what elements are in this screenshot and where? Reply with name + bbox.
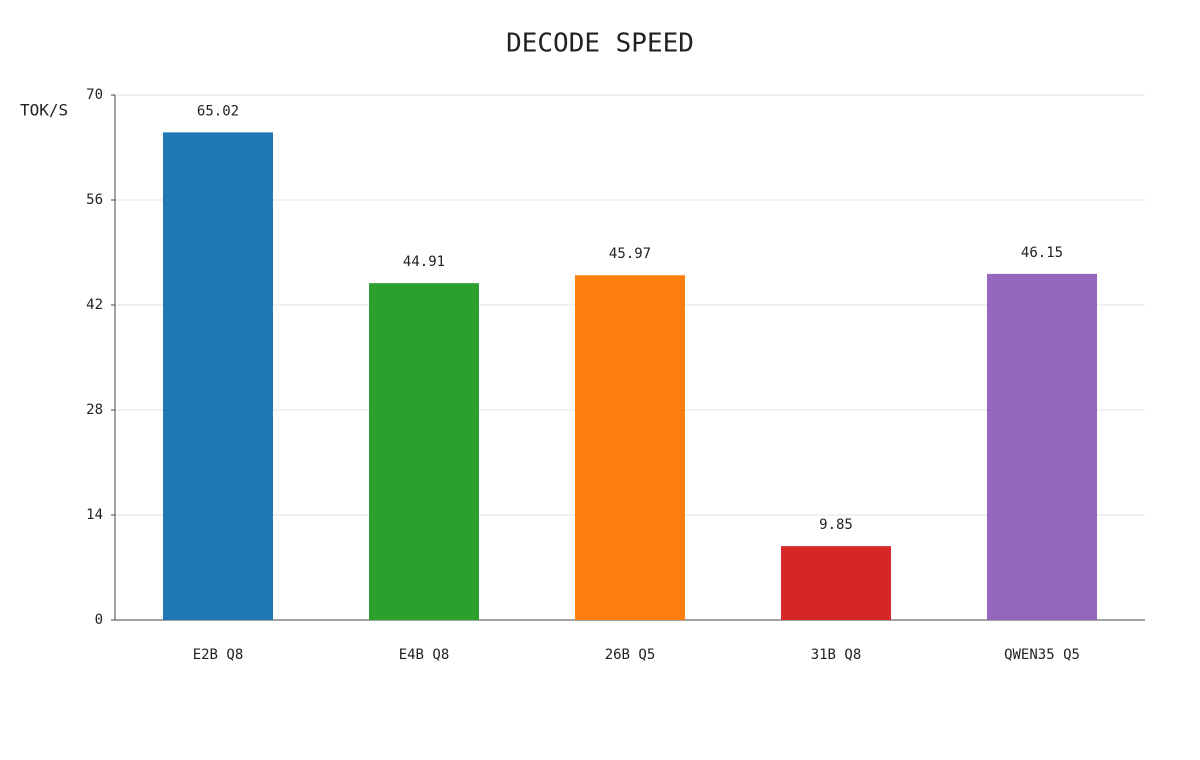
bar	[163, 132, 273, 620]
x-tick-label: E2B Q8	[193, 647, 244, 663]
value-label: 9.85	[819, 517, 853, 533]
value-label: 65.02	[197, 103, 239, 119]
bar	[369, 283, 479, 620]
value-label: 44.91	[403, 254, 445, 270]
bar	[575, 275, 685, 620]
x-tick-label: E4B Q8	[399, 647, 450, 663]
value-label: 46.15	[1021, 245, 1063, 261]
x-tick-label: 26B Q5	[605, 647, 656, 663]
bar	[781, 546, 891, 620]
value-label: 45.97	[609, 246, 651, 262]
y-tick-label: 28	[86, 402, 103, 418]
x-tick-label: QWEN35 Q5	[1004, 647, 1080, 663]
y-axis-label: TOK/S	[20, 101, 68, 120]
y-tick-label: 14	[86, 507, 103, 523]
chart-title: DECODE SPEED	[506, 29, 694, 59]
y-tick-label: 70	[86, 87, 103, 103]
y-tick-label: 42	[86, 297, 103, 313]
y-tick-label: 0	[95, 612, 103, 628]
y-tick-label: 56	[86, 192, 103, 208]
bar	[987, 273, 1097, 620]
x-tick-label: 31B Q8	[811, 647, 862, 663]
